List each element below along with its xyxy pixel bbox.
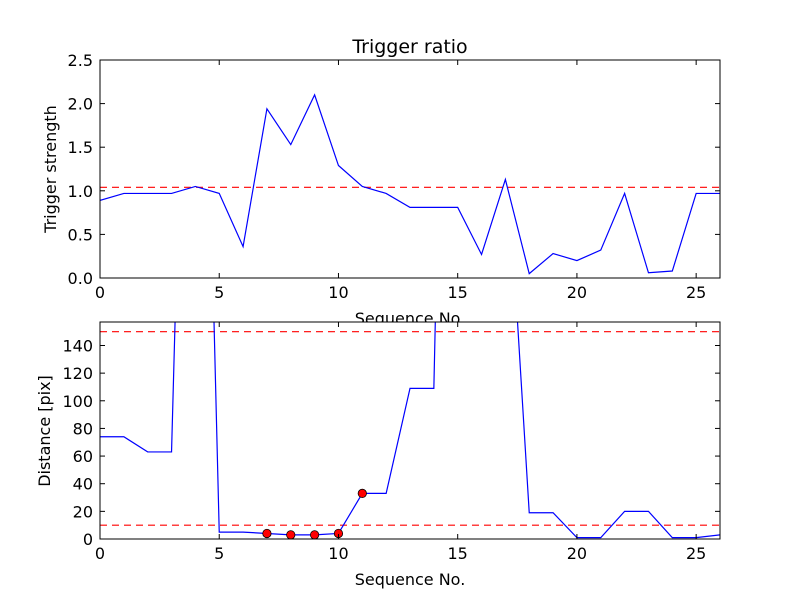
y-tick-label: 2.0	[68, 95, 93, 114]
y-tick-label: 100	[62, 392, 93, 411]
plot-content	[100, 93, 720, 275]
x-tick-label: 0	[95, 283, 105, 302]
plot-content	[100, 322, 720, 539]
y-tick-label: 0	[83, 530, 93, 549]
x-tick-label: 25	[686, 544, 706, 563]
data-point	[310, 530, 320, 539]
y-axis-label: Distance [pix]	[35, 375, 54, 487]
x-tick-label: 20	[567, 283, 587, 302]
chart-title: Trigger ratio	[351, 36, 467, 58]
y-tick-label: 0.0	[68, 269, 93, 288]
y-tick-label: 60	[73, 447, 93, 466]
plot-area	[100, 60, 720, 278]
y-tick-label: 140	[62, 336, 93, 355]
y-tick-label: 120	[62, 364, 93, 383]
y-tick-label: 80	[73, 419, 93, 438]
data-point	[262, 528, 272, 539]
x-tick-label: 5	[214, 544, 224, 563]
x-tick-label: 25	[686, 283, 706, 302]
y-tick-label: 1.0	[68, 182, 93, 201]
y-axis-label: Trigger strength	[41, 105, 60, 234]
x-tick-label: 10	[328, 283, 348, 302]
y-tick-label: 2.5	[68, 51, 93, 70]
x-tick-label: 15	[448, 544, 468, 563]
data-point	[286, 530, 296, 539]
series-line	[100, 93, 720, 275]
x-tick-label: 5	[214, 283, 224, 302]
trigger-ratio-chart: Trigger ratio Sequence No. Trigger stren…	[41, 36, 721, 328]
x-tick-label: 10	[328, 544, 348, 563]
y-tick-label: 20	[73, 502, 93, 521]
x-tick-label: 15	[448, 283, 468, 302]
x-axis-label: Sequence No.	[355, 570, 466, 589]
x-tick-label: 0	[95, 544, 105, 563]
plot-frame	[99, 321, 721, 540]
series-line	[100, 322, 720, 539]
distance-chart: Sequence No. Distance [pix] 0 5 10 15 20 25 0 2…	[35, 321, 721, 589]
plot-frame	[99, 59, 721, 279]
x-tick-label: 20	[567, 544, 587, 563]
y-tick-label: 1.5	[68, 138, 93, 157]
data-point	[357, 488, 367, 498]
y-tick-label: 40	[73, 475, 93, 494]
y-tick-label: 0.5	[68, 225, 93, 244]
plot-area	[100, 322, 720, 539]
